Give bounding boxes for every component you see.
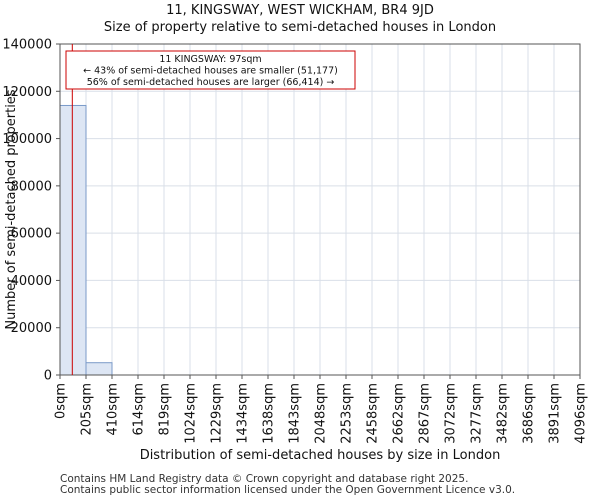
x-tick-label: 1638sqm	[262, 383, 277, 444]
x-tick-label: 614sqm	[132, 383, 147, 436]
y-tick-label: 0	[44, 369, 52, 384]
x-tick-label: 1434sqm	[236, 383, 251, 444]
x-tick-label: 819sqm	[158, 383, 173, 436]
x-tick-label: 2253sqm	[340, 383, 355, 444]
chart-subtitle: Size of property relative to semi-detach…	[103, 20, 497, 35]
x-tick-label: 3686sqm	[522, 383, 537, 444]
x-tick-label: 1024sqm	[184, 383, 199, 444]
annotation-smaller: ← 43% of semi-detached houses are smalle…	[83, 66, 338, 77]
x-tick-label: 410sqm	[106, 383, 121, 436]
y-tick-label: 140000	[2, 38, 52, 53]
annotation-larger: 56% of semi-detached houses are larger (…	[87, 77, 335, 88]
x-tick-label: 205sqm	[80, 383, 95, 436]
chart-title: 11, KINGSWAY, WEST WICKHAM, BR4 9JD	[166, 3, 434, 18]
x-tick-label: 2662sqm	[392, 383, 407, 444]
footer-licence: Contains public sector information licen…	[60, 484, 516, 496]
x-tick-label: 3072sqm	[444, 383, 459, 444]
x-tick-label: 4096sqm	[574, 383, 589, 444]
y-tick-label: 120000	[2, 85, 52, 100]
x-axis-title: Distribution of semi-detached houses by …	[140, 448, 501, 463]
x-tick-label: 3891sqm	[548, 383, 563, 444]
y-tick-label: 40000	[11, 274, 52, 289]
x-tick-label: 2048sqm	[314, 383, 329, 444]
histogram-bar	[59, 104, 87, 376]
footer-copyright: Contains HM Land Registry data © Crown c…	[60, 473, 469, 485]
x-tick-label: 1843sqm	[288, 383, 303, 444]
x-tick-label: 3482sqm	[496, 383, 511, 444]
y-tick-label: 60000	[11, 227, 52, 242]
x-tick-label: 1229sqm	[210, 383, 225, 444]
y-axis-title: Number of semi-detached properties	[4, 89, 19, 329]
x-tick-label: 3277sqm	[470, 383, 485, 444]
annotation-box	[65, 50, 356, 90]
x-tick-label: 2867sqm	[418, 383, 433, 444]
y-tick-label: 80000	[11, 179, 52, 194]
x-tick-label: 0sqm	[54, 383, 69, 419]
y-tick-label: 20000	[11, 321, 52, 336]
histogram-bar	[85, 362, 113, 376]
annotation-title: 11 KINGSWAY: 97sqm	[159, 54, 261, 65]
x-tick-label: 2458sqm	[366, 383, 381, 444]
y-tick-label: 100000	[2, 132, 52, 147]
